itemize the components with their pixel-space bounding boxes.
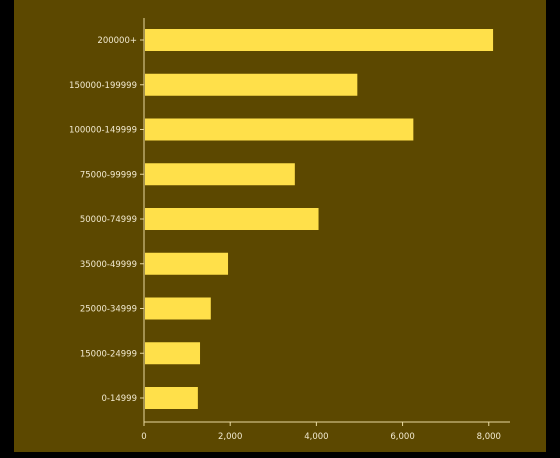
bar: [145, 29, 494, 51]
y-tick-label: 100000-149999: [69, 126, 137, 136]
plot-area: 200000+ 150000-199999 100000-149999 75000-9…: [69, 18, 510, 442]
y-tick-label: 200000+: [97, 36, 137, 46]
bar: [145, 163, 295, 186]
y-tick-label: 50000-74999: [80, 215, 137, 225]
bar: [145, 252, 229, 275]
y-tick-label: 75000-99999: [80, 170, 137, 180]
y-tick-label: 0-14999: [101, 394, 137, 404]
bar: [145, 118, 414, 141]
x-tick-label: 0: [141, 432, 146, 442]
bar: [145, 387, 198, 409]
bar: [145, 297, 211, 320]
y-tick-label: 35000-49999: [80, 260, 137, 270]
x-tick-label: 8,000: [477, 432, 501, 442]
y-tick-label: 25000-34999: [80, 305, 137, 315]
x-tick-label: 2,000: [218, 432, 242, 442]
bar: [145, 342, 201, 365]
y-tick-label: 15000-24999: [80, 349, 137, 359]
bar: [145, 73, 358, 96]
x-tick-label: 4,000: [304, 432, 328, 442]
bar: [145, 208, 319, 230]
chart-panel: 200000+ 150000-199999 100000-149999 75000-9…: [14, 0, 546, 452]
x-tick-label: 6,000: [390, 432, 414, 442]
y-tick-label: 150000-199999: [69, 81, 137, 91]
